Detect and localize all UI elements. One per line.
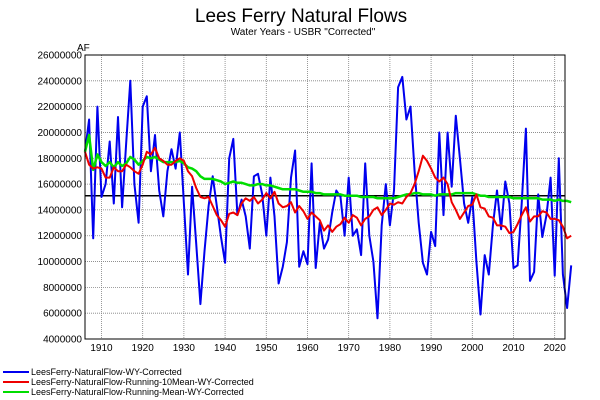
y-tick-label: 12000000 bbox=[38, 231, 83, 242]
x-tick-label: 2020 bbox=[544, 343, 567, 354]
y-tick-label: 18000000 bbox=[38, 154, 83, 165]
legend-item: LeesFerry-NaturalFlow-Running-Mean-WY-Co… bbox=[3, 387, 254, 397]
series-layer bbox=[83, 75, 573, 320]
x-tick-label: 1930 bbox=[173, 343, 196, 354]
y-tick-label: 16000000 bbox=[38, 180, 83, 191]
legend-swatch-red bbox=[3, 381, 29, 383]
y-tick-label: 10000000 bbox=[38, 257, 83, 268]
y-tick-label: 24000000 bbox=[38, 76, 83, 87]
x-tick-label: 1920 bbox=[132, 343, 155, 354]
plot-frame bbox=[84, 54, 566, 340]
y-tick-label: 4000000 bbox=[43, 335, 82, 346]
legend-item: LeesFerry-NaturalFlow-Running-10Mean-WY-… bbox=[3, 377, 254, 387]
y-axis-unit-label: AF bbox=[77, 43, 90, 54]
legend-swatch-blue bbox=[3, 371, 29, 373]
x-tick-label: 1910 bbox=[90, 343, 113, 354]
y-tick-label: 8000000 bbox=[43, 283, 82, 294]
x-tick-label: 2010 bbox=[502, 343, 525, 354]
x-tick-label: 1960 bbox=[296, 343, 319, 354]
y-tick-label: 22000000 bbox=[38, 102, 83, 113]
x-tick-label: 1990 bbox=[420, 343, 443, 354]
legend-label: LeesFerry-NaturalFlow-WY-Corrected bbox=[31, 367, 182, 377]
legend-label: LeesFerry-NaturalFlow-Running-Mean-WY-Co… bbox=[31, 387, 244, 397]
axis-ticks: 4000000 6000000 8000000 10000000 12000000 140… bbox=[38, 51, 567, 355]
legend-swatch-green bbox=[3, 391, 29, 393]
y-tick-label: 20000000 bbox=[38, 128, 83, 139]
x-tick-label: 1980 bbox=[379, 343, 402, 354]
legend-label: LeesFerry-NaturalFlow-Running-10Mean-WY-… bbox=[31, 377, 254, 387]
legend: LeesFerry-NaturalFlow-WY-Corrected LeesF… bbox=[3, 367, 254, 397]
chart-title: Lees Ferry Natural Flows bbox=[195, 6, 407, 27]
series-line-2 bbox=[84, 146, 572, 240]
y-tick-label: 14000000 bbox=[38, 205, 83, 216]
x-tick-label: 1970 bbox=[338, 343, 361, 354]
x-tick-label: 1940 bbox=[214, 343, 237, 354]
y-tick-label: 6000000 bbox=[43, 309, 82, 320]
chart-subtitle: Water Years - USBR "Corrected" bbox=[231, 27, 376, 38]
series-line-1 bbox=[84, 75, 573, 320]
y-tick-label: 26000000 bbox=[38, 51, 83, 62]
x-tick-label: 1950 bbox=[255, 343, 278, 354]
x-tick-label: 2000 bbox=[461, 343, 484, 354]
legend-item: LeesFerry-NaturalFlow-WY-Corrected bbox=[3, 367, 254, 377]
